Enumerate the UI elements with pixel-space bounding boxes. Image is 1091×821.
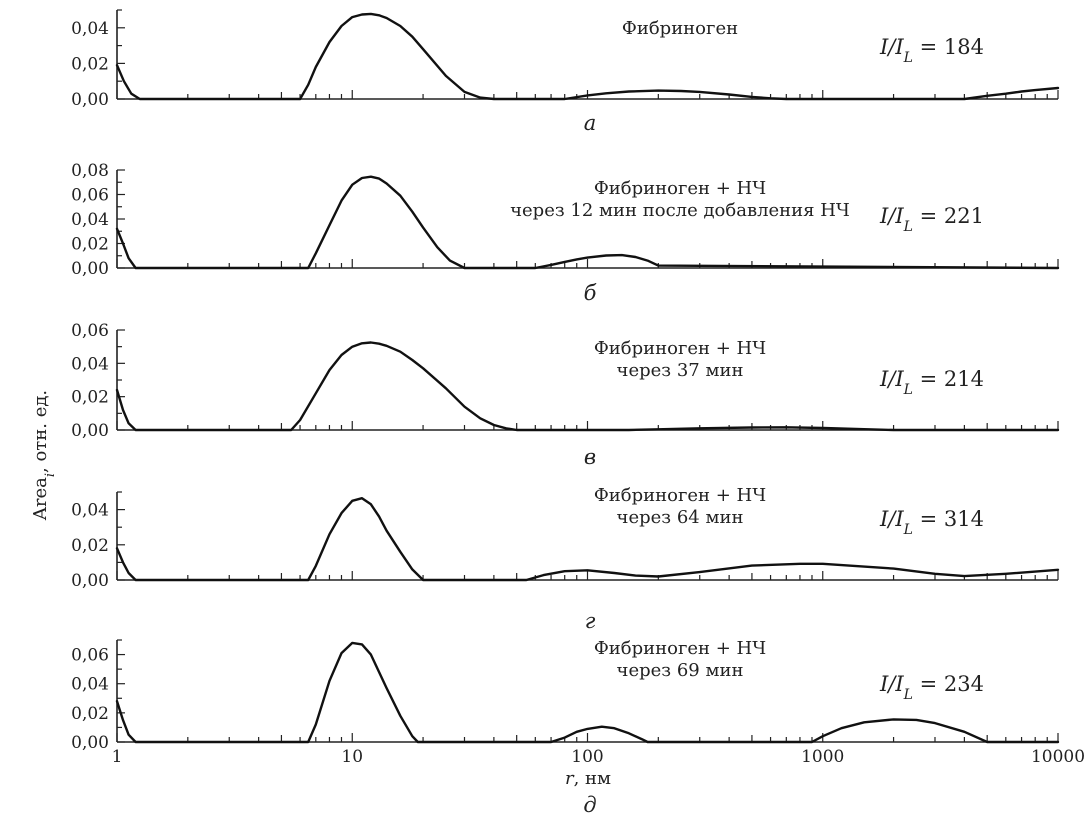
panel-letter: в bbox=[584, 445, 596, 469]
intensity-ratio: I/IL = 221 bbox=[879, 204, 984, 235]
y-tick-label: 0,04 bbox=[71, 19, 109, 39]
x-axis-label: r, нм bbox=[565, 768, 611, 789]
y-tick-label: 0,04 bbox=[71, 675, 109, 695]
intensity-ratio: I/IL = 314 bbox=[879, 507, 984, 538]
x-tick-label: 10 bbox=[341, 747, 363, 767]
series-line bbox=[115, 12, 1060, 101]
panel-title-line: через 12 мин после добавления НЧ bbox=[510, 200, 850, 221]
panel-1: 0,00 0,02 0,04 0,06 0,08 Фибриноген + НЧчерез… bbox=[71, 161, 1060, 305]
y-tick-label: 0,00 bbox=[71, 259, 109, 279]
y-tick-label: 0,06 bbox=[71, 321, 109, 341]
panel-title-line: через 69 мин bbox=[617, 660, 744, 681]
series-line bbox=[115, 341, 1060, 432]
panel-letter: г bbox=[585, 609, 596, 633]
panel-title-line: Фибриноген + НЧ bbox=[594, 485, 766, 506]
panel-letter: б bbox=[584, 281, 597, 305]
y-tick-label: 0,00 bbox=[71, 421, 109, 441]
intensity-ratio: I/IL = 184 bbox=[879, 35, 984, 66]
y-tick-label: 0,02 bbox=[71, 54, 109, 74]
series-line bbox=[115, 497, 1060, 582]
series-line bbox=[115, 175, 1060, 270]
y-tick-label: 0,06 bbox=[71, 646, 109, 666]
y-axis-label: Areai, отн. ед. bbox=[30, 390, 58, 521]
panel-title-line: Фибриноген + НЧ bbox=[594, 638, 766, 659]
panel-title-line: Фибриноген bbox=[622, 18, 738, 39]
panel-title-line: через 37 мин bbox=[617, 360, 744, 381]
x-tick-label: 1000 bbox=[801, 747, 844, 767]
x-tick-label: 1 bbox=[112, 747, 123, 767]
x-tick-label: 10000 bbox=[1031, 747, 1085, 767]
y-tick-label: 0,08 bbox=[71, 161, 109, 181]
panel-letter: а bbox=[584, 111, 597, 135]
series-line bbox=[115, 641, 1060, 744]
x-tick-label: 100 bbox=[571, 747, 603, 767]
panel-4: 0,00 0,02 0,04 0,06 1 10 100 1000 10000 Фибриноге… bbox=[71, 638, 1085, 817]
panel-title-line: Фибриноген + НЧ bbox=[594, 178, 766, 199]
y-tick-label: 0,04 bbox=[71, 354, 109, 374]
panel-title-line: Фибриноген + НЧ bbox=[594, 338, 766, 359]
panel-0: 0,00 0,02 0,04 Фибриноген I/IL = 184 а bbox=[71, 9, 1060, 135]
y-tick-label: 0,00 bbox=[71, 571, 109, 591]
intensity-ratio: I/IL = 234 bbox=[879, 672, 984, 703]
y-tick-label: 0,02 bbox=[71, 235, 109, 255]
y-tick-label: 0,00 bbox=[71, 90, 109, 110]
y-tick-label: 0,02 bbox=[71, 388, 109, 408]
panel-title-line: через 64 мин bbox=[617, 507, 744, 528]
y-tick-label: 0,04 bbox=[71, 210, 109, 230]
y-tick-label: 0,06 bbox=[71, 186, 109, 206]
intensity-ratio: I/IL = 214 bbox=[879, 367, 984, 398]
y-tick-label: 0,02 bbox=[71, 704, 109, 724]
y-tick-label: 0,00 bbox=[71, 733, 109, 753]
panel-letter: д bbox=[583, 793, 596, 817]
y-tick-label: 0,02 bbox=[71, 536, 109, 556]
y-tick-label: 0,04 bbox=[71, 501, 109, 521]
